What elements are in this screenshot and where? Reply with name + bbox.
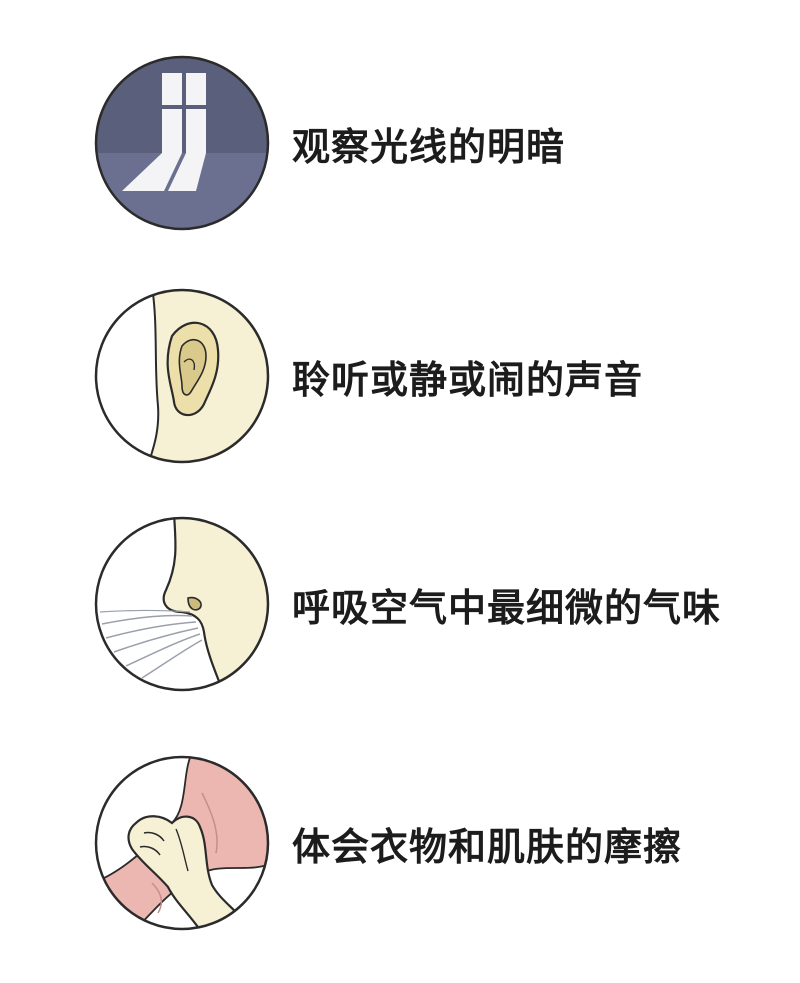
list-item: 观察光线的明暗 xyxy=(0,53,800,233)
list-item: 呼吸空气中最细微的气味 xyxy=(0,514,800,694)
item-label: 体会衣物和肌肤的摩擦 xyxy=(292,824,683,869)
list-item: 聆听或静或闹的声音 xyxy=(0,286,800,466)
window-light-icon xyxy=(92,53,272,233)
list-item: 体会衣物和肌肤的摩擦 xyxy=(0,753,800,933)
item-label: 呼吸空气中最细微的气味 xyxy=(292,585,722,630)
item-label: 聆听或静或闹的声音 xyxy=(292,357,644,402)
item-label: 观察光线的明暗 xyxy=(292,124,566,169)
ear-icon xyxy=(92,286,272,466)
hand-fabric-icon xyxy=(92,753,272,933)
nose-breath-icon xyxy=(92,514,272,694)
